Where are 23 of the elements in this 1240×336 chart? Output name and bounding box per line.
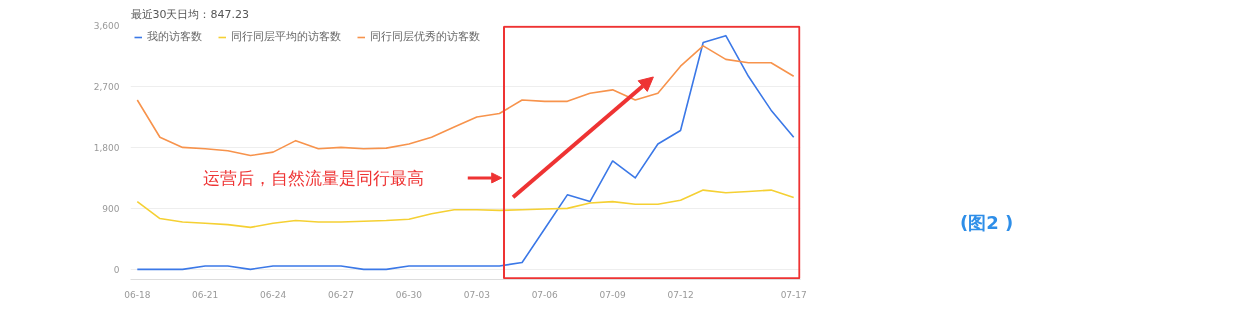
legend-label: 同行同层平均的访客数 xyxy=(231,29,341,44)
line-series xyxy=(136,45,795,157)
legend-label: 我的访客数 xyxy=(147,29,202,44)
x-tick-label: 06-27 xyxy=(327,289,355,300)
y-tick-label: 1,800 xyxy=(93,142,120,153)
line-series xyxy=(136,189,795,229)
x-tick-label: 07-12 xyxy=(667,289,694,300)
y-tick-label: 0 xyxy=(113,264,120,275)
y-tick-label: 3,600 xyxy=(93,21,120,31)
x-tick-label: 07-06 xyxy=(531,289,559,300)
y-tick-label: 900 xyxy=(102,203,120,214)
x-tick-label: 07-17 xyxy=(780,289,807,300)
x-tick-label: 07-03 xyxy=(463,289,490,300)
x-tick-label: 07-09 xyxy=(599,289,626,300)
chart-subtitle: 最近30天日均：847.23 xyxy=(130,7,249,21)
annotation: 运营后，自然流量是同行最高 xyxy=(203,167,425,188)
legend-label: 同行同层优秀的访客数 xyxy=(370,29,480,44)
x-tick-label: 06-21 xyxy=(192,289,219,300)
x-tick-label: 06-18 xyxy=(124,289,151,300)
x-tick-label: 06-30 xyxy=(395,289,423,300)
y-tick-label: 2,700 xyxy=(93,81,120,92)
x-tick-label: 06-24 xyxy=(260,289,287,300)
text: (图2 ) xyxy=(960,211,1014,235)
